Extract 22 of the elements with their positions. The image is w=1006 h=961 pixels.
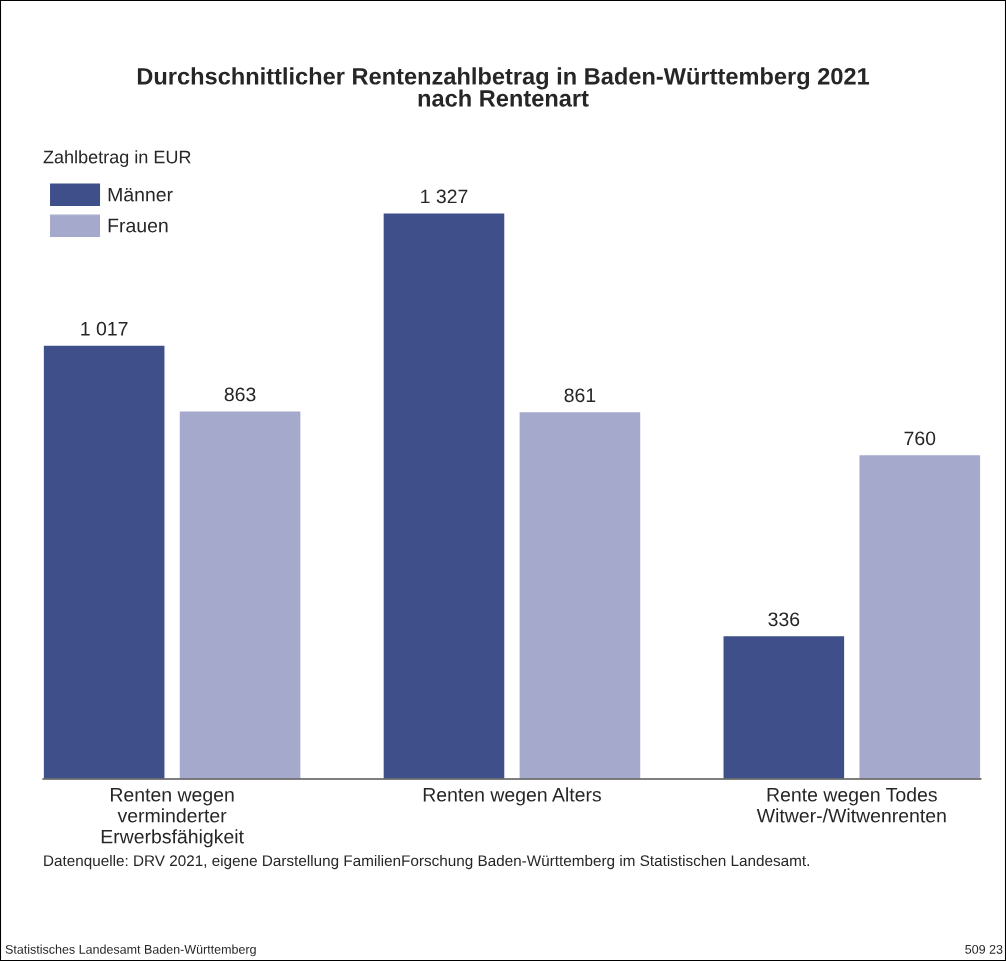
data-label: 861 — [564, 388, 596, 403]
data-label: 863 — [224, 387, 256, 402]
bar — [178, 410, 302, 779]
data-label: 336 — [768, 612, 800, 627]
x-tick-label: Renten wegen Alters — [423, 787, 601, 806]
bar — [42, 344, 166, 779]
x-tick-label: Rente wegen Todes Witwer-/Witwenrenten — [756, 787, 946, 823]
bar — [382, 211, 506, 779]
y-axis-title: Zahlbetrag in EUR — [43, 150, 191, 167]
x-tick-label: Renten wegen verminderter Erwerbsfähigkeit — [101, 788, 244, 848]
chart-title: Durchschnittlicher Rentenzahlbetrag in Baden-Württemberg 2021 nach Rentenart — [137, 67, 870, 107]
text: Statistisches Landesamt Baden-Württemberg — [5, 944, 256, 957]
data-label: 1 017 — [81, 321, 128, 336]
bar — [858, 453, 981, 779]
legend-label: Frauen — [108, 218, 168, 233]
data-label: 760 — [904, 431, 936, 446]
data-label: 1 327 — [421, 189, 468, 204]
bar — [518, 410, 642, 779]
text: Datenquelle: DRV 2021, eigene Darstellung FamilienForschung Baden-Württemberg im Statistischen Landesamt. — [44, 854, 809, 870]
legend-label: Männer — [108, 187, 173, 202]
text: 509 23 — [965, 944, 1003, 954]
bar — [722, 634, 846, 779]
